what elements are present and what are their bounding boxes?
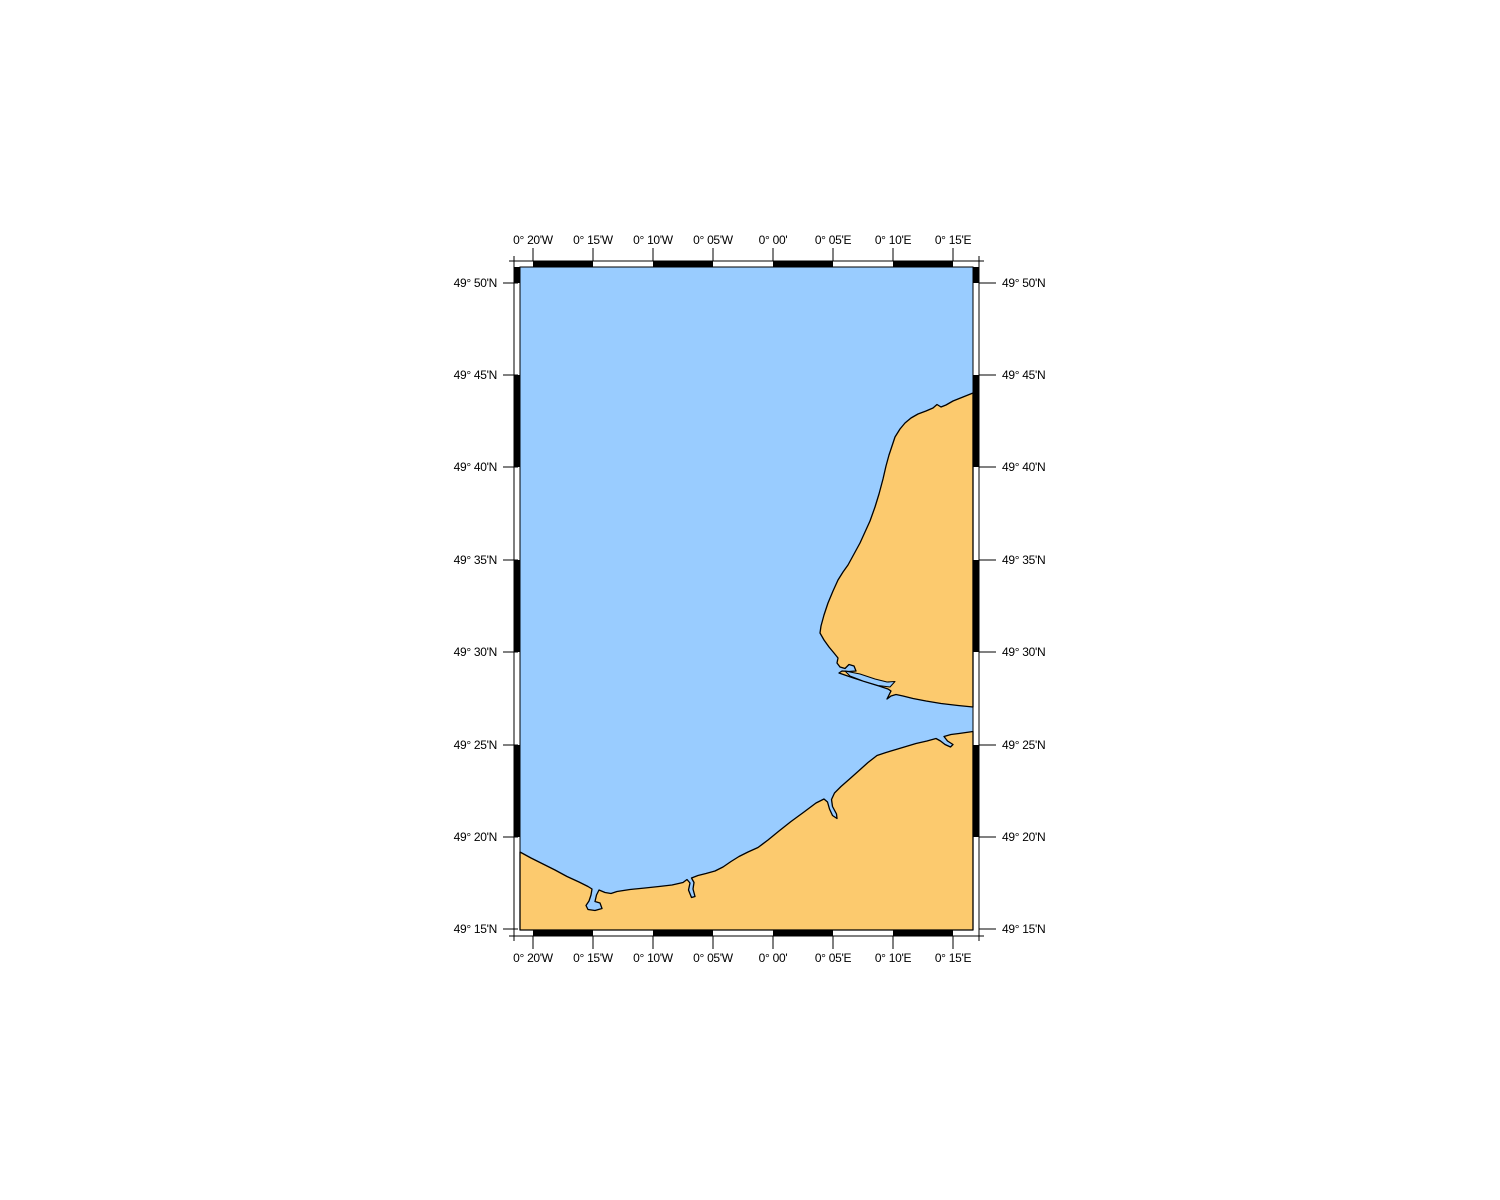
left-axis-labels: 49° 50'N 49° 45'N 49° 40'N 49° 35'N 49° …	[454, 276, 498, 936]
lat-label-left-1: 49° 45'N	[454, 368, 497, 382]
lat-label-right-5: 49° 25'N	[1002, 738, 1045, 752]
lat-label-right-7: 49° 15'N	[1002, 922, 1045, 936]
bottom-axis-labels: 0° 20'W 0° 15'W 0° 10'W 0° 05'W 0° 00' 0…	[513, 951, 972, 965]
frame-band-bottom	[533, 930, 953, 936]
lat-label-left-3: 49° 35'N	[454, 553, 497, 567]
map-frame	[509, 256, 984, 941]
frame-inner-line	[519, 266, 974, 931]
lon-label-bottom-5: 0° 05'E	[815, 951, 852, 965]
lat-label-right-1: 49° 45'N	[1002, 368, 1045, 382]
right-tick-marks	[979, 282, 996, 930]
lon-label-top-0: 0° 20'W	[513, 233, 554, 247]
lat-label-right-4: 49° 30'N	[1002, 645, 1045, 659]
lon-label-top-5: 0° 05'E	[815, 233, 852, 247]
lon-label-bottom-3: 0° 05'W	[693, 951, 734, 965]
lon-label-bottom-2: 0° 10'W	[633, 951, 674, 965]
frame-outer-line	[509, 256, 984, 941]
lat-label-left-6: 49° 20'N	[454, 830, 497, 844]
top-axis-labels: 0° 20'W 0° 15'W 0° 10'W 0° 05'W 0° 00' 0…	[513, 233, 972, 247]
lat-label-left-7: 49° 15'N	[454, 922, 497, 936]
lat-label-right-0: 49° 50'N	[1002, 276, 1045, 290]
lon-label-bottom-7: 0° 15'E	[935, 951, 972, 965]
harbor-basin	[844, 670, 896, 688]
right-axis-labels: 49° 50'N 49° 45'N 49° 40'N 49° 35'N 49° …	[1002, 276, 1046, 936]
coastline-north-landmass	[819, 392, 974, 708]
lat-label-right-2: 49° 40'N	[1002, 460, 1045, 474]
lon-label-top-3: 0° 05'W	[693, 233, 734, 247]
left-tick-marks	[503, 282, 518, 930]
lat-label-left-4: 49° 30'N	[454, 645, 497, 659]
lat-label-right-6: 49° 20'N	[1002, 830, 1045, 844]
lon-label-bottom-4: 0° 00'	[759, 951, 788, 965]
lon-label-top-4: 0° 00'	[759, 233, 788, 247]
frame-band-left	[514, 267, 520, 837]
top-tick-marks	[532, 248, 954, 261]
lon-label-bottom-6: 0° 10'E	[875, 951, 912, 965]
lon-label-top-1: 0° 15'W	[573, 233, 614, 247]
lon-label-bottom-0: 0° 20'W	[513, 951, 554, 965]
lat-label-left-5: 49° 25'N	[454, 738, 497, 752]
lon-label-top-6: 0° 10'E	[875, 233, 912, 247]
lat-label-left-0: 49° 50'N	[454, 276, 497, 290]
lon-label-top-7: 0° 15'E	[935, 233, 972, 247]
tick-marks	[503, 248, 996, 949]
lon-label-bottom-1: 0° 15'W	[573, 951, 614, 965]
frame-band-top	[533, 261, 953, 267]
lon-label-top-2: 0° 10'W	[633, 233, 674, 247]
frame-band-right	[973, 267, 979, 837]
lat-label-left-2: 49° 40'N	[454, 460, 497, 474]
bottom-tick-marks	[532, 936, 954, 949]
lat-label-right-3: 49° 35'N	[1002, 553, 1045, 567]
coastline-south-landmass	[519, 730, 974, 931]
